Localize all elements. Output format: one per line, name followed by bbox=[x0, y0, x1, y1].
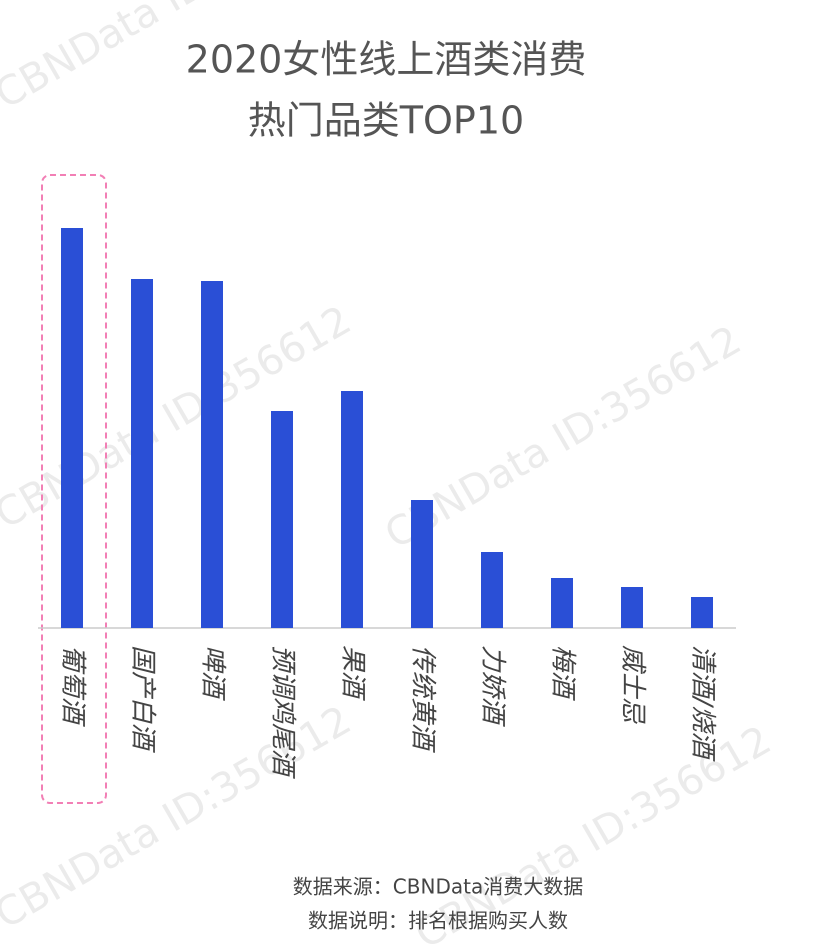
x-tick-label: 传统黄酒 bbox=[408, 645, 438, 753]
bar bbox=[621, 587, 643, 628]
x-tick-label: 预调鸡尾酒 bbox=[268, 645, 298, 779]
watermark: CBNData ID:356612 bbox=[378, 317, 749, 558]
x-tick-label: 力娇酒 bbox=[478, 645, 508, 727]
x-tick-label: 果酒 bbox=[338, 645, 368, 701]
bar bbox=[271, 411, 293, 628]
bar bbox=[201, 281, 223, 628]
data-note: 数据说明：排名根据购买人数 bbox=[308, 909, 568, 933]
x-tick-label: 国产白酒 bbox=[128, 645, 158, 753]
bar bbox=[411, 500, 433, 628]
bar bbox=[481, 552, 503, 628]
x-tick-label: 梅酒 bbox=[548, 645, 578, 701]
highlight-box bbox=[41, 174, 107, 804]
watermark: CBNData ID:356612 bbox=[0, 297, 359, 538]
chart-subtitle: 热门品类TOP10 bbox=[248, 99, 524, 143]
chart-title: 2020女性线上酒类消费 bbox=[186, 38, 587, 82]
source-note: 数据来源：CBNData消费大数据 bbox=[293, 875, 583, 899]
bar bbox=[691, 597, 713, 628]
bar bbox=[61, 228, 83, 628]
watermark: CBNData ID:356612 bbox=[0, 697, 359, 938]
x-tick-label: 威士忌 bbox=[618, 645, 648, 724]
bar bbox=[341, 391, 363, 628]
bar bbox=[131, 279, 153, 628]
x-tick-label: 啤酒 bbox=[198, 645, 228, 701]
x-tick-label: 葡萄酒 bbox=[58, 645, 88, 727]
x-tick-label: 清酒/烧酒 bbox=[688, 645, 718, 762]
bar bbox=[551, 578, 573, 628]
